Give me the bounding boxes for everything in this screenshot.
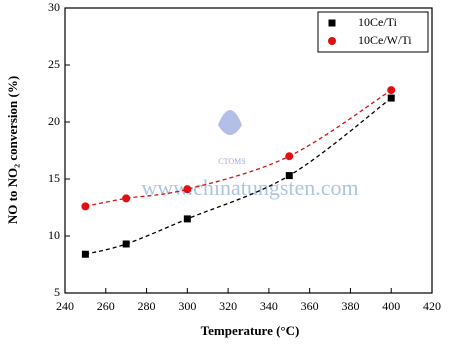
x-tick-label: 300 xyxy=(178,299,196,313)
data-point xyxy=(387,86,396,95)
data-point xyxy=(81,202,90,211)
x-tick-label: 280 xyxy=(138,299,156,313)
data-point xyxy=(387,94,395,102)
y-tick-label: 20 xyxy=(48,114,60,128)
data-point xyxy=(328,37,336,45)
x-tick-label: 400 xyxy=(382,299,400,313)
x-tick-label: 260 xyxy=(97,299,115,313)
legend-label: 10Ce/Ti xyxy=(358,15,398,29)
data-point xyxy=(183,215,191,223)
logo xyxy=(218,110,242,135)
data-point xyxy=(81,250,89,258)
fit-line xyxy=(85,97,392,255)
fit-line xyxy=(85,89,392,207)
legend-box xyxy=(317,11,429,53)
y-tick-label: 5 xyxy=(54,285,60,299)
data-point xyxy=(285,172,293,180)
x-tick-label: 380 xyxy=(341,299,359,313)
data-point xyxy=(183,185,192,194)
x-tick-label: 340 xyxy=(260,299,278,313)
y-tick-label: 30 xyxy=(48,0,60,14)
logo-text: CTOMS xyxy=(218,157,245,166)
x-tick-label: 240 xyxy=(56,299,74,313)
x-tick-label: 420 xyxy=(423,299,441,313)
data-point xyxy=(122,240,130,248)
data-point xyxy=(122,194,131,203)
x-tick-label: 320 xyxy=(219,299,237,313)
x-tick-label: 360 xyxy=(301,299,319,313)
y-tick-label: 25 xyxy=(48,57,60,71)
y-axis-title: NO to NO₂ conversion (%) xyxy=(5,76,20,224)
data-point xyxy=(285,152,294,161)
legend-label: 10Ce/W/Ti xyxy=(358,33,412,47)
watermark: www.chinatungsten.com xyxy=(141,175,358,200)
plot-frame xyxy=(64,7,433,294)
y-tick-label: 10 xyxy=(48,228,60,242)
y-tick-label: 15 xyxy=(48,171,60,185)
x-axis-title: Temperature (°C) xyxy=(201,323,300,338)
data-point xyxy=(328,19,336,27)
